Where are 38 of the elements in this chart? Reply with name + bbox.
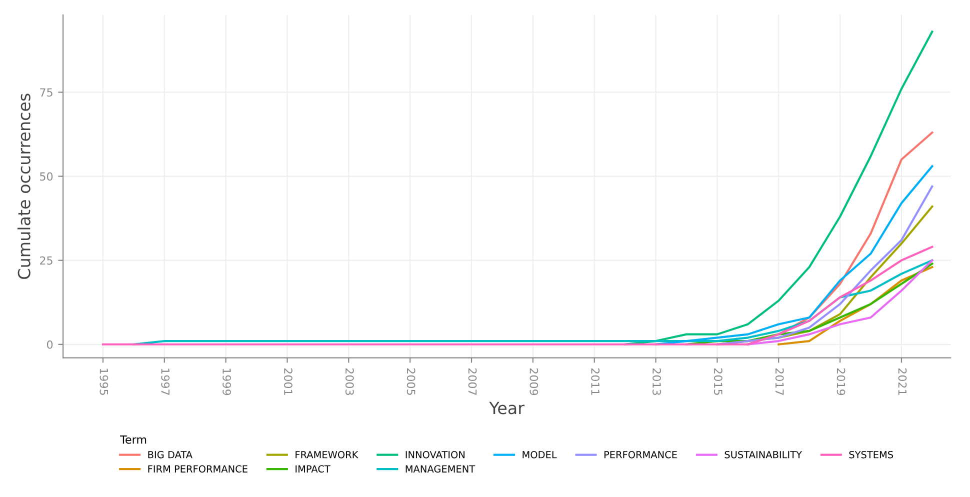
x-tick-label: 2007	[468, 368, 477, 395]
x-tick-label: 2011	[591, 368, 600, 395]
y-tick-label: 0	[46, 340, 53, 349]
x-tick-label: 2003	[345, 368, 354, 395]
x-tick-label: 1999	[222, 368, 231, 396]
legend-label: SUSTAINABILITY	[724, 450, 802, 458]
line-series	[132, 259, 934, 346]
x-tick-label: 2015	[714, 368, 722, 395]
x-tick-label: 1997	[161, 368, 170, 395]
line-series	[102, 246, 934, 346]
line-series	[654, 165, 934, 346]
line-series	[685, 262, 934, 346]
legend-label: SYSTEMS	[849, 450, 894, 458]
legend-label: MANAGEMENT	[406, 465, 476, 473]
line-series	[746, 259, 934, 346]
x-tick-label: 2005	[406, 368, 416, 395]
x-tick-label: 2013	[652, 368, 661, 395]
x-tick-label: 2019	[836, 368, 846, 396]
x-tick-label: 2017	[775, 368, 784, 395]
x-tick-label: 2021	[898, 368, 907, 395]
legend-label: FIRM PERFORMANCE	[148, 465, 248, 473]
legend-label: FRAMEWORK	[296, 450, 358, 458]
x-tick-label: 2001	[284, 368, 292, 395]
x-axis-title: Year	[489, 402, 524, 414]
y-tick-label: 50	[40, 172, 53, 181]
line-series	[624, 30, 934, 346]
legend-title: Term	[120, 436, 146, 444]
x-tick-label: 1995	[100, 368, 108, 395]
legend-label: MODEL	[522, 450, 557, 458]
y-tick-label: 75	[40, 88, 52, 97]
y-axis-title: Cumulate occurrences	[18, 94, 30, 279]
line-series	[778, 266, 934, 346]
legend-label: BIG DATA	[148, 450, 192, 458]
legend-label: INNOVATION	[406, 450, 464, 458]
legend-label: PERFORMANCE	[604, 450, 677, 458]
y-tick-label: 25	[40, 256, 52, 265]
x-tick-label: 2009	[530, 368, 538, 396]
legend-label: IMPACT	[296, 465, 330, 473]
